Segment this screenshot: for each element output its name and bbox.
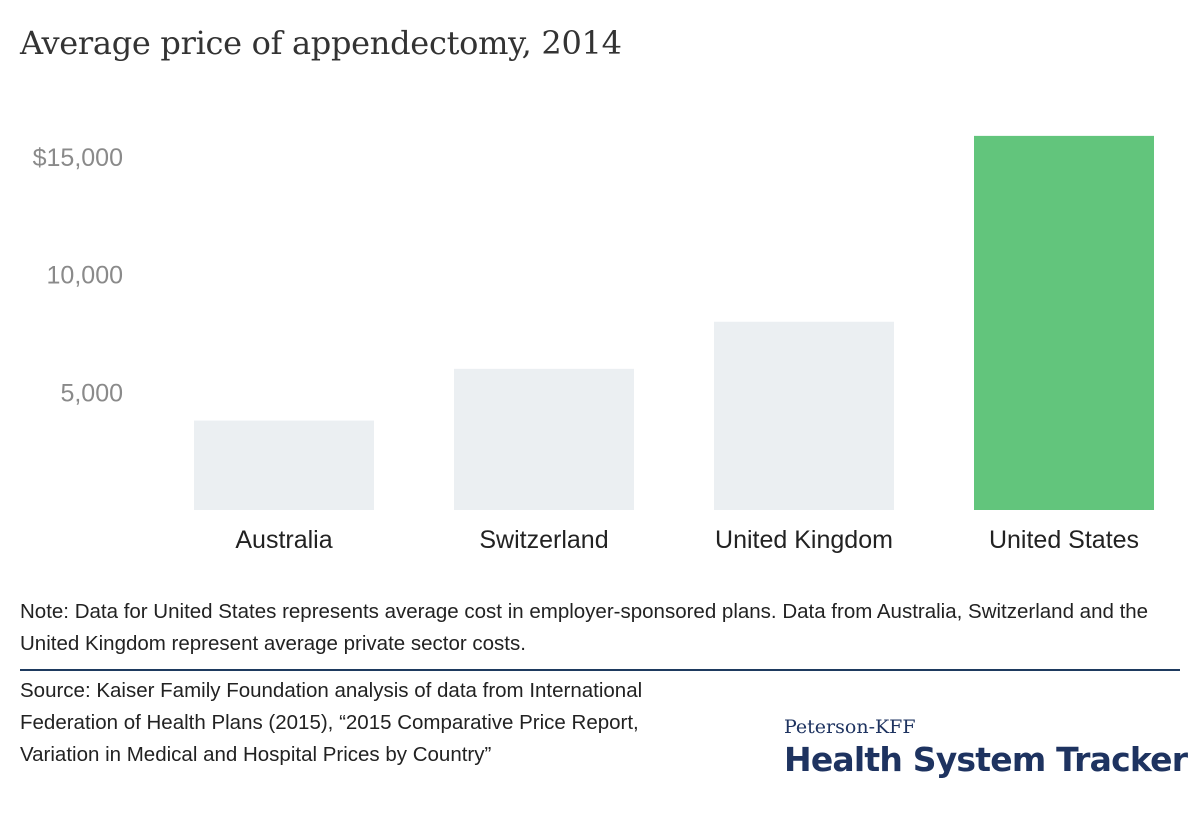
x-category-label: United Kingdom [715, 526, 893, 554]
bar-switzerland [454, 368, 634, 510]
x-category-label: United States [989, 526, 1139, 554]
divider [20, 669, 1180, 671]
y-tick-label: 10,000 [47, 262, 123, 290]
x-category-label: Australia [235, 526, 332, 554]
bar-united-kingdom [714, 321, 894, 510]
chart-source: Source: Kaiser Family Foundation analysi… [20, 679, 643, 766]
logo-subtitle: Peterson-KFF [784, 716, 916, 738]
publisher-logo: Peterson-KFF Health System Tracker [784, 716, 1188, 779]
y-tick-label: 5,000 [60, 379, 123, 407]
bar-united-states [974, 135, 1154, 510]
bar-chart: 5,000 10,000 $15,000 Australia Switzerland Un… [33, 135, 1154, 554]
x-category-label: Switzerland [479, 526, 608, 554]
y-tick-label: $15,000 [33, 144, 123, 172]
chart-note: Note: Data for United States represents … [20, 600, 1149, 655]
bar-australia [194, 420, 374, 510]
logo-wordmark: Health System Tracker [784, 740, 1188, 779]
chart-title: Average price of appendectomy, 2014 [20, 24, 622, 62]
